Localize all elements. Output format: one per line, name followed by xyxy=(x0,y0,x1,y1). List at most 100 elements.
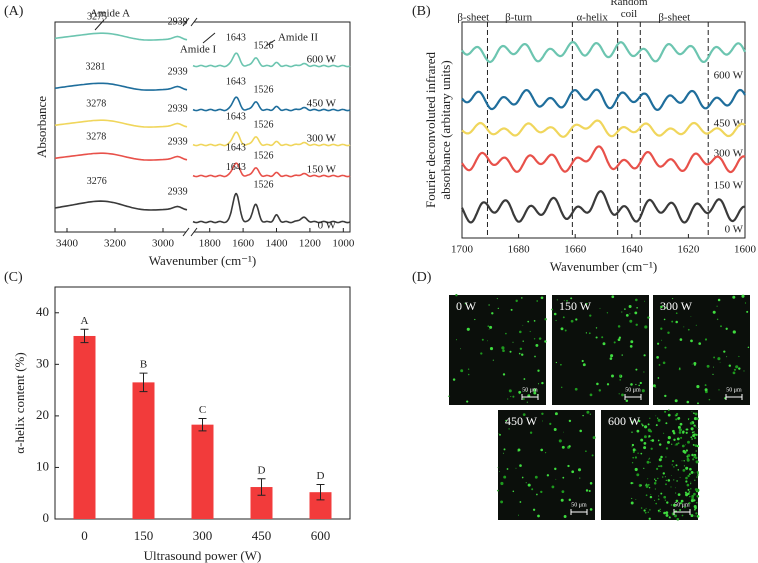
fluorescent-spot xyxy=(585,450,587,453)
fluorescent-spot xyxy=(682,469,685,472)
fluorescent-spot xyxy=(635,383,637,386)
fluorescent-spot xyxy=(519,330,522,334)
fluorescent-spot xyxy=(631,502,634,504)
fluorescent-spot xyxy=(690,481,692,483)
spectrum-left xyxy=(54,200,188,211)
peak-label: 1526 xyxy=(253,84,273,95)
fluorescent-spot xyxy=(509,350,512,353)
fluorescent-spot xyxy=(708,398,711,401)
region-label: Random coil xyxy=(610,0,648,20)
fluorescent-spot xyxy=(536,300,539,302)
fluorescent-spot xyxy=(545,452,547,454)
panel-label: (D) xyxy=(412,270,432,285)
fluorescent-spot xyxy=(660,305,663,309)
x-tick-label: 1000 xyxy=(332,238,355,250)
fluorescent-spot xyxy=(660,327,663,330)
fluorescent-spot xyxy=(624,308,626,310)
x-tick-label: 3200 xyxy=(104,238,127,250)
fluorescent-spot xyxy=(645,494,648,497)
fluorescent-spot xyxy=(474,318,476,321)
fluorescent-spot xyxy=(629,319,633,323)
fluorescent-spot xyxy=(618,374,622,377)
fluorescent-spot xyxy=(631,497,633,499)
fluorescent-spot xyxy=(488,329,490,330)
fluorescent-spot xyxy=(529,431,533,434)
y-tick-label: 10 xyxy=(36,458,49,473)
fluorescent-spot xyxy=(554,412,558,416)
fluorescent-spot xyxy=(655,415,657,417)
fluorescent-spot xyxy=(635,323,638,327)
x-tick-label: 1200 xyxy=(299,238,322,250)
fluorescent-spot xyxy=(643,435,647,439)
fluorescent-spot xyxy=(678,368,681,371)
fluorescent-spot xyxy=(677,469,680,471)
fluorescent-spot xyxy=(592,436,596,440)
fluorescent-spot xyxy=(632,450,635,454)
fluorescent-spot xyxy=(541,381,544,385)
fluorescent-spot xyxy=(696,488,700,492)
fluorescent-spot xyxy=(554,467,557,471)
fluorescent-spot xyxy=(690,499,694,503)
fluorescent-spot xyxy=(517,514,520,516)
fluorescent-spot xyxy=(505,332,507,335)
x-tick-label: 1800 xyxy=(199,238,222,250)
fluorescent-spot xyxy=(527,320,530,323)
fluorescent-spot xyxy=(686,458,690,462)
fluorescent-spot xyxy=(712,366,714,368)
scale-bar-label: 50 μm xyxy=(625,387,641,393)
fluorescent-spot xyxy=(686,428,689,431)
fluorescent-spot xyxy=(691,431,694,434)
spectrum-left xyxy=(54,119,188,128)
fluorescent-spot xyxy=(589,314,592,317)
fluorescent-spot xyxy=(617,325,621,328)
fluorescent-spot xyxy=(643,509,646,512)
fluorescent-spot xyxy=(690,483,692,485)
fluorescent-spot xyxy=(719,361,721,363)
fluorescent-spot xyxy=(698,342,702,345)
fluorescent-spot xyxy=(645,485,649,488)
fluorescent-spot xyxy=(680,499,684,503)
fluorescent-spot xyxy=(553,428,557,431)
fluorescent-spot xyxy=(656,356,659,359)
fluorescent-spot xyxy=(502,373,506,376)
fluorescent-spot xyxy=(690,488,692,490)
fluorescent-spot xyxy=(537,383,540,385)
fluorescent-spot xyxy=(657,477,659,480)
fluorescent-spot xyxy=(718,389,720,391)
fluorescent-spot xyxy=(517,448,521,452)
fluorescent-spot xyxy=(631,421,634,424)
fluorescent-spot xyxy=(643,371,645,373)
micrograph-label: 0 W xyxy=(456,299,477,313)
fluorescent-spot xyxy=(500,500,504,504)
error-bar xyxy=(257,478,266,496)
fluorescent-spot xyxy=(666,501,669,504)
spectrum-right xyxy=(192,192,351,224)
peak-label: 1643 xyxy=(226,142,246,153)
fluorescent-spot xyxy=(491,312,494,315)
fluorescent-spot xyxy=(522,340,524,342)
fluorescent-spot xyxy=(657,417,659,419)
fluorescent-spot xyxy=(696,476,698,478)
bar xyxy=(309,492,332,519)
fluorescent-spot xyxy=(743,370,745,372)
fluorescent-spot xyxy=(663,318,666,321)
scale-bar-label: 50 μm xyxy=(571,502,587,508)
fluorescent-spot xyxy=(663,495,667,499)
fluorescent-spot xyxy=(466,400,469,403)
fluorescent-spot xyxy=(670,504,673,506)
fluorescent-spot xyxy=(692,443,695,446)
fluorescent-spot xyxy=(630,481,633,485)
fluorescent-spot xyxy=(693,412,695,415)
fluorescent-spot xyxy=(533,320,536,322)
fluorescent-spot xyxy=(568,445,571,448)
fluorescent-spot xyxy=(704,384,707,387)
fluorescent-spot xyxy=(732,371,736,375)
fluorescent-spot xyxy=(515,467,517,469)
fluorescent-spot xyxy=(676,480,678,482)
fluorescent-spot xyxy=(689,495,691,498)
series-label: 300 W xyxy=(714,148,744,160)
fluorescent-spot xyxy=(563,300,565,302)
fluorescent-spot xyxy=(685,466,689,470)
y-axis-title: absorbance (arbitary units) xyxy=(438,60,453,199)
fluorescent-spot xyxy=(658,510,660,513)
